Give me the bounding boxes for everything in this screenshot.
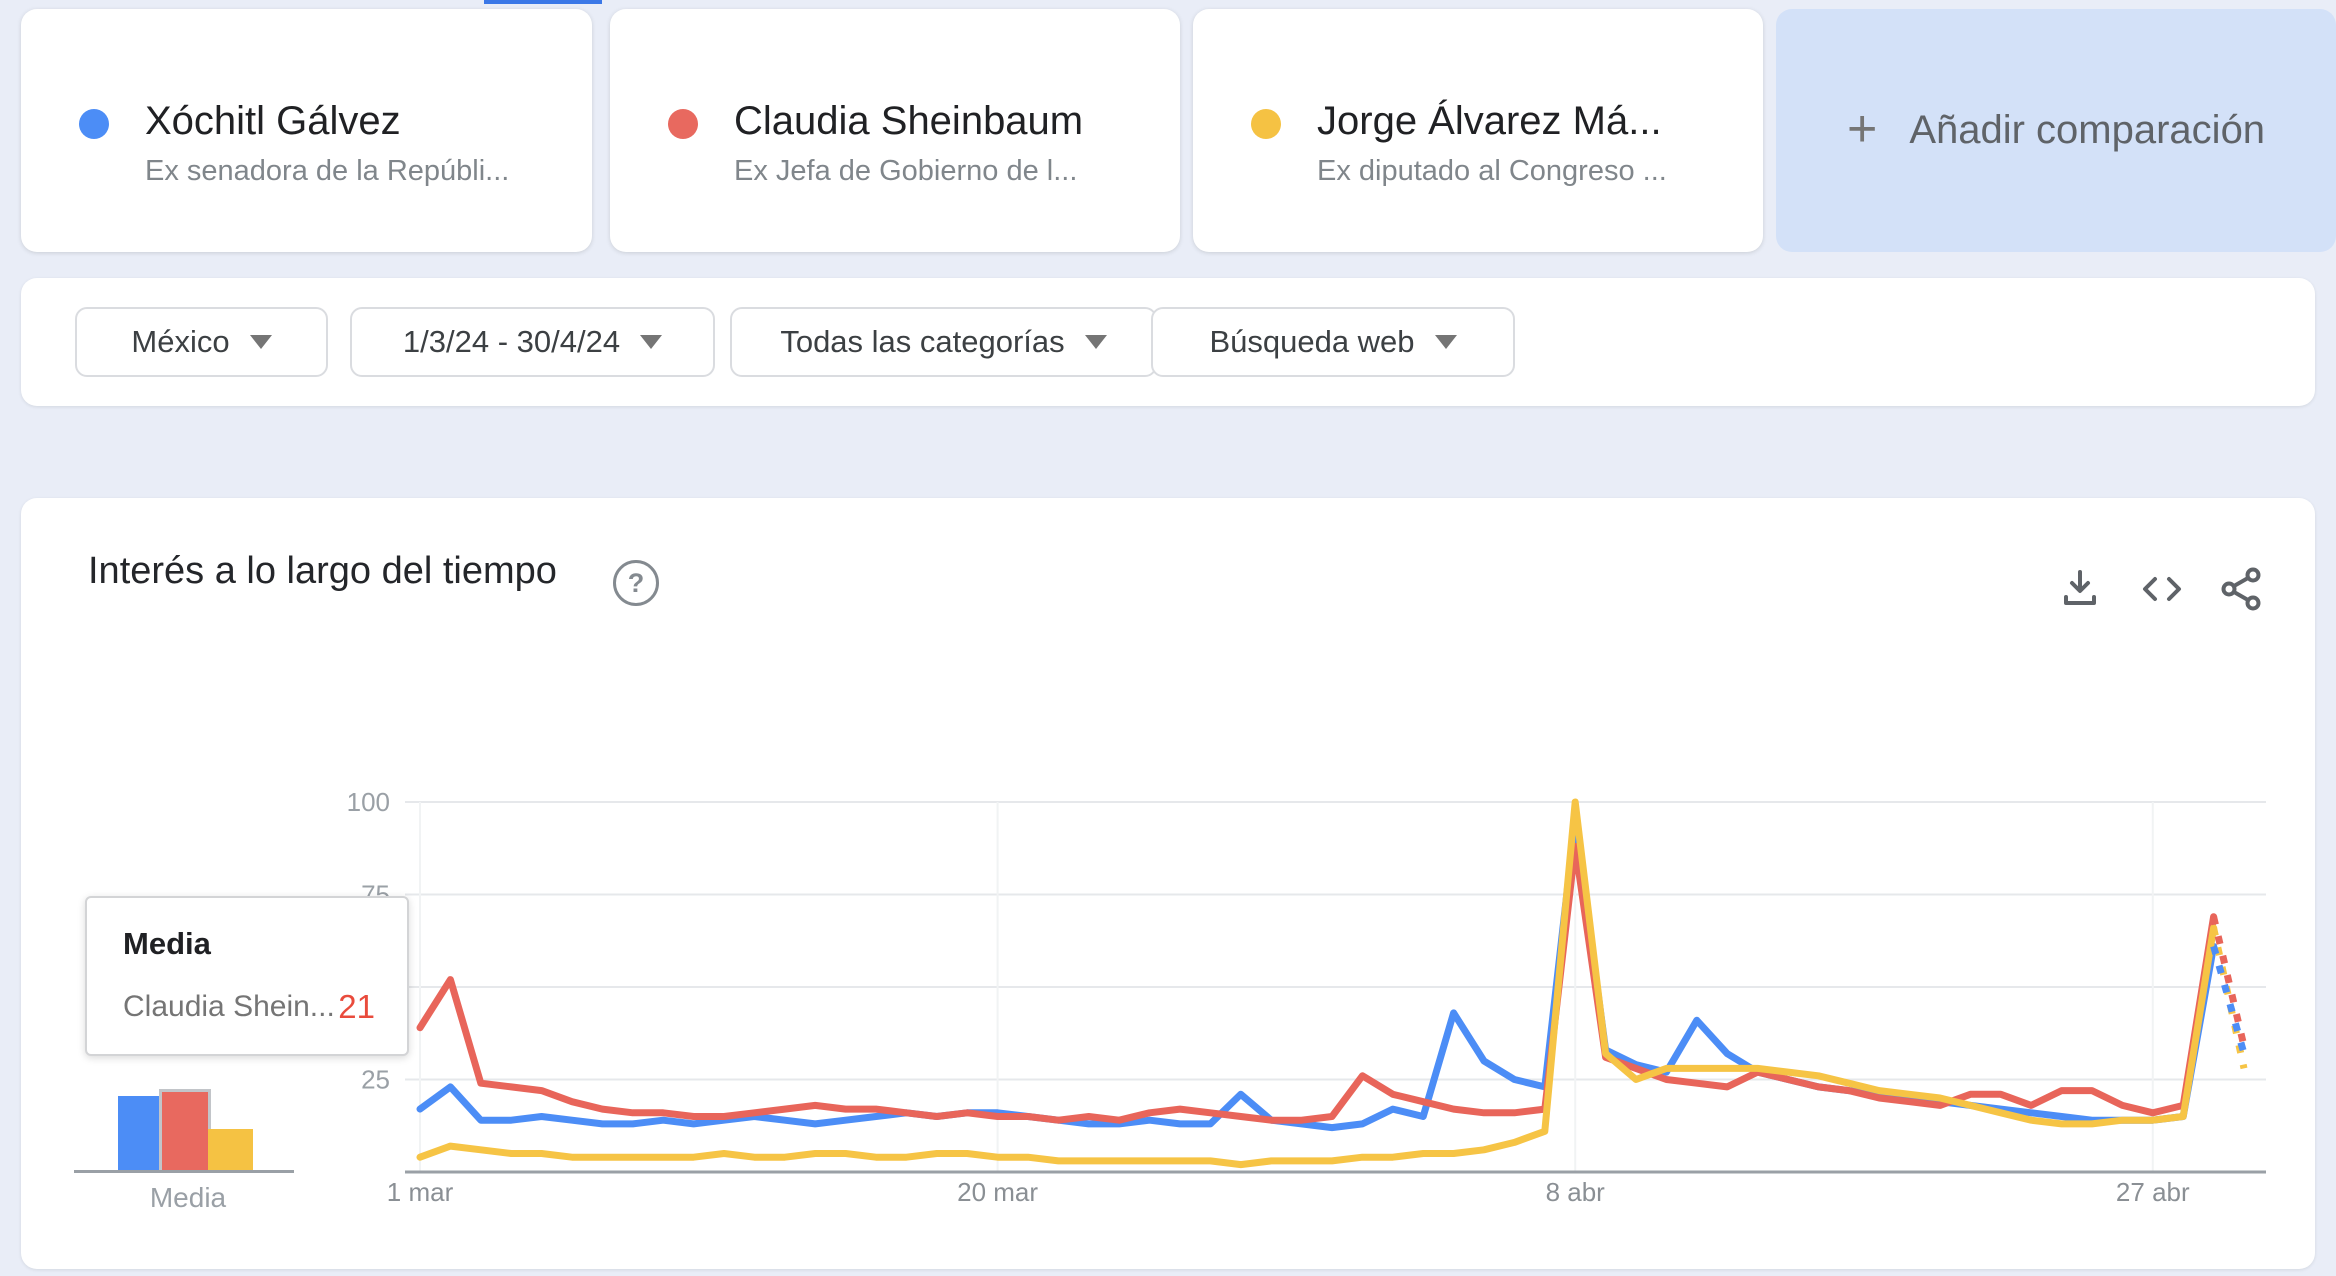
term-subtitle: Ex senadora de la Repúbli...: [145, 155, 510, 187]
media-bar[interactable]: [159, 1089, 211, 1173]
svg-text:8 abr: 8 abr: [1546, 1177, 1606, 1207]
term-card-1[interactable]: Xóchitl Gálvez Ex senadora de la Repúbli…: [21, 9, 592, 252]
svg-text:27 abr: 27 abr: [2116, 1177, 2190, 1207]
chevron-down-icon: [249, 335, 272, 349]
add-comparison-label: Añadir comparación: [1909, 108, 2266, 152]
series-dot-yellow-icon: [1251, 109, 1281, 139]
filter-region-dropdown[interactable]: México: [75, 307, 328, 377]
term-title: Claudia Sheinbaum: [734, 99, 1084, 143]
tooltip-series-label: Claudia Shein...: [123, 990, 335, 1023]
embed-code-icon[interactable]: [2137, 564, 2187, 614]
svg-text:25: 25: [361, 1065, 390, 1095]
chart-tooltip: Media Claudia Shein... 21: [85, 896, 409, 1056]
term-subtitle: Ex Jefa de Gobierno de l...: [734, 155, 1078, 187]
masthead-accent-strip: [484, 0, 602, 4]
chart-title: Interés a lo largo del tiempo: [88, 550, 557, 592]
term-title: Xóchitl Gálvez: [145, 99, 401, 143]
chevron-down-icon: [640, 335, 663, 349]
media-bar[interactable]: [118, 1096, 162, 1170]
term-card-2[interactable]: Claudia Sheinbaum Ex Jefa de Gobierno de…: [610, 9, 1180, 252]
interest-over-time-card: Interés a lo largo del tiempo ? 25507510…: [21, 498, 2315, 1269]
svg-text:20 mar: 20 mar: [957, 1177, 1038, 1207]
series-dot-red-icon: [668, 109, 698, 139]
share-icon[interactable]: [2217, 564, 2267, 614]
media-axis-line: [74, 1170, 294, 1173]
media-axis-label: Media: [149, 1182, 227, 1213]
chevron-down-icon: [1434, 335, 1457, 349]
tooltip-title: Media: [123, 926, 211, 961]
term-title: Jorge Álvarez Má...: [1317, 99, 1662, 143]
download-icon[interactable]: [2055, 564, 2105, 614]
chevron-down-icon: [1084, 335, 1107, 349]
svg-text:1 mar: 1 mar: [387, 1177, 454, 1207]
filter-bar: México 1/3/24 - 30/4/24 Todas las catego…: [21, 278, 2315, 406]
plus-icon: +: [1846, 99, 1878, 158]
add-comparison-card[interactable]: + Añadir comparación: [1776, 9, 2336, 252]
filter-daterange-dropdown[interactable]: 1/3/24 - 30/4/24: [350, 307, 715, 377]
term-card-3[interactable]: Jorge Álvarez Má... Ex diputado al Congr…: [1193, 9, 1763, 252]
media-bar[interactable]: [208, 1129, 253, 1170]
help-icon[interactable]: ?: [613, 560, 659, 606]
filter-searchtype-dropdown[interactable]: Búsqueda web: [1151, 307, 1515, 377]
series-dot-blue-icon: [79, 109, 109, 139]
filter-category-dropdown[interactable]: Todas las categorías: [730, 307, 1157, 377]
tooltip-series-value: 21: [338, 988, 375, 1025]
svg-text:100: 100: [347, 787, 390, 817]
term-subtitle: Ex diputado al Congreso ...: [1317, 155, 1667, 187]
